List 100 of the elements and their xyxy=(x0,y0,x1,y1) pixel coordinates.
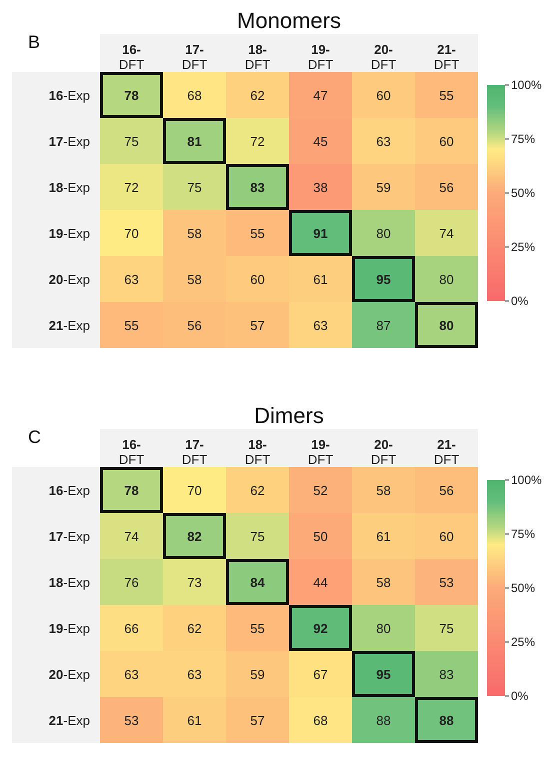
y-tick-label: 21-Exp xyxy=(48,318,90,333)
data-label: 88 xyxy=(439,713,454,728)
y-tick-label: 19-Exp xyxy=(48,226,90,241)
data-label: 45 xyxy=(313,134,328,149)
x-tick-label: 20-DFT xyxy=(370,437,396,467)
data-label: 58 xyxy=(376,483,391,498)
x-tick-label: 17-DFT xyxy=(182,437,208,467)
data-label: 63 xyxy=(376,134,391,149)
data-label: 75 xyxy=(439,621,454,636)
data-label: 72 xyxy=(124,180,139,195)
color-bar-label: 25% xyxy=(511,240,536,254)
x-tick-label: 19-DFT xyxy=(308,42,334,72)
data-label: 61 xyxy=(376,529,391,544)
color-bar-label: 75% xyxy=(511,132,536,146)
data-label: 61 xyxy=(313,272,328,287)
x-tick-label: 17-DFT xyxy=(182,42,208,72)
y-tick-label: 17-Exp xyxy=(48,529,90,544)
data-label: 95 xyxy=(376,272,391,287)
color-bar-label: 75% xyxy=(511,527,536,541)
data-label: 53 xyxy=(439,575,454,590)
y-tick-label: 17-Exp xyxy=(48,134,90,149)
data-label: 60 xyxy=(376,88,391,103)
data-label: 70 xyxy=(124,226,139,241)
x-tick-label: 16-DFT xyxy=(118,437,144,467)
data-label: 84 xyxy=(250,575,266,590)
data-label: 60 xyxy=(439,529,454,544)
data-label: 50 xyxy=(313,529,328,544)
color-bar-label: 0% xyxy=(511,689,529,703)
data-label: 70 xyxy=(187,483,202,498)
data-label: 58 xyxy=(187,272,202,287)
chart-title: Dimers xyxy=(254,403,324,428)
x-tick-label: 18-DFT xyxy=(244,42,270,72)
text: C xyxy=(28,427,41,447)
y-tick-label: 18-Exp xyxy=(48,575,90,590)
y-tick-label: 20-Exp xyxy=(48,272,90,287)
data-label: 62 xyxy=(250,88,265,103)
data-label: 60 xyxy=(250,272,265,287)
data-label: 91 xyxy=(313,226,328,241)
data-label: 61 xyxy=(187,713,202,728)
data-label: 76 xyxy=(124,575,139,590)
color-bar-label: 50% xyxy=(511,581,536,595)
y-tick-label: 16-Exp xyxy=(48,483,90,498)
data-label: 55 xyxy=(250,621,265,636)
data-label: 63 xyxy=(187,667,202,682)
data-label: 82 xyxy=(187,529,202,544)
text: B xyxy=(28,32,40,52)
chart-title: Monomers xyxy=(237,8,341,33)
data-label: 63 xyxy=(124,272,139,287)
data-label: 83 xyxy=(250,180,265,195)
data-label: 57 xyxy=(250,713,265,728)
data-label: 58 xyxy=(376,575,391,590)
data-label: 95 xyxy=(376,667,391,682)
data-label: 81 xyxy=(187,134,202,149)
x-tick-label: 19-DFT xyxy=(308,437,334,467)
data-label: 74 xyxy=(439,226,454,241)
color-bar-label: 50% xyxy=(511,186,536,200)
data-label: 47 xyxy=(313,88,328,103)
data-label: 92 xyxy=(313,621,328,636)
data-label: 58 xyxy=(187,226,202,241)
data-label: 80 xyxy=(376,621,391,636)
data-label: 88 xyxy=(376,713,391,728)
data-label: 56 xyxy=(187,318,202,333)
data-label: 56 xyxy=(439,180,454,195)
data-label: 78 xyxy=(124,483,139,498)
data-label: 38 xyxy=(313,180,328,195)
data-label: 60 xyxy=(439,134,454,149)
y-tick-label: 21-Exp xyxy=(48,713,90,728)
data-label: 52 xyxy=(313,483,328,498)
data-label: 78 xyxy=(124,88,139,103)
x-tick-label: 21-DFT xyxy=(434,42,460,72)
data-label: 68 xyxy=(187,88,202,103)
color-bar-label: 25% xyxy=(511,635,536,649)
data-label: 75 xyxy=(250,529,265,544)
data-label: 59 xyxy=(376,180,391,195)
data-label: 80 xyxy=(439,318,454,333)
data-label: 80 xyxy=(439,272,454,287)
data-label: 75 xyxy=(124,134,139,149)
data-label: 80 xyxy=(376,226,391,241)
data-label: 63 xyxy=(313,318,328,333)
data-label: 62 xyxy=(187,621,202,636)
data-label: 83 xyxy=(439,667,454,682)
color-bar-label: 100% xyxy=(511,78,542,92)
data-label: 53 xyxy=(124,713,139,728)
data-label: 66 xyxy=(124,621,139,636)
data-label: 87 xyxy=(376,318,391,333)
y-tick-label: 20-Exp xyxy=(48,667,90,682)
y-tick-label: 16-Exp xyxy=(48,88,90,103)
data-label: 73 xyxy=(187,575,202,590)
data-label: 44 xyxy=(313,575,328,590)
x-tick-label: 16-DFT xyxy=(118,42,144,72)
data-label: 67 xyxy=(313,667,328,682)
data-label: 57 xyxy=(250,318,265,333)
data-label: 62 xyxy=(250,483,265,498)
data-label: 74 xyxy=(124,529,139,544)
data-label: 55 xyxy=(250,226,265,241)
data-label: 56 xyxy=(439,483,454,498)
y-tick-label: 18-Exp xyxy=(48,180,90,195)
data-label: 75 xyxy=(187,180,202,195)
x-tick-label: 20-DFT xyxy=(370,42,396,72)
y-tick-label: 19-Exp xyxy=(48,621,90,636)
